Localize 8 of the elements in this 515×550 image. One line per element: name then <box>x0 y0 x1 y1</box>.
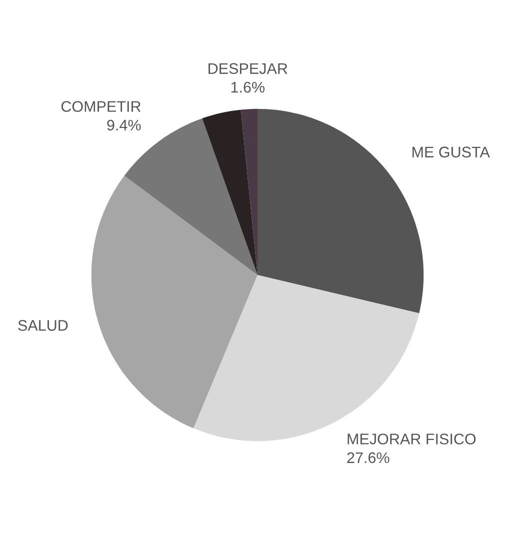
slice-label: DESPEJAR <box>208 63 288 74</box>
data-label: 1.6% <box>231 82 265 93</box>
slice-label: ME GUSTA <box>412 146 490 158</box>
slice-label: COMPETIR <box>61 101 141 112</box>
slice-label: MEJORAR FISICO <box>348 434 476 444</box>
data-label: 27.6% <box>347 452 390 464</box>
slice-label: SALUD <box>18 320 68 331</box>
data-label: 9.4% <box>107 120 141 131</box>
